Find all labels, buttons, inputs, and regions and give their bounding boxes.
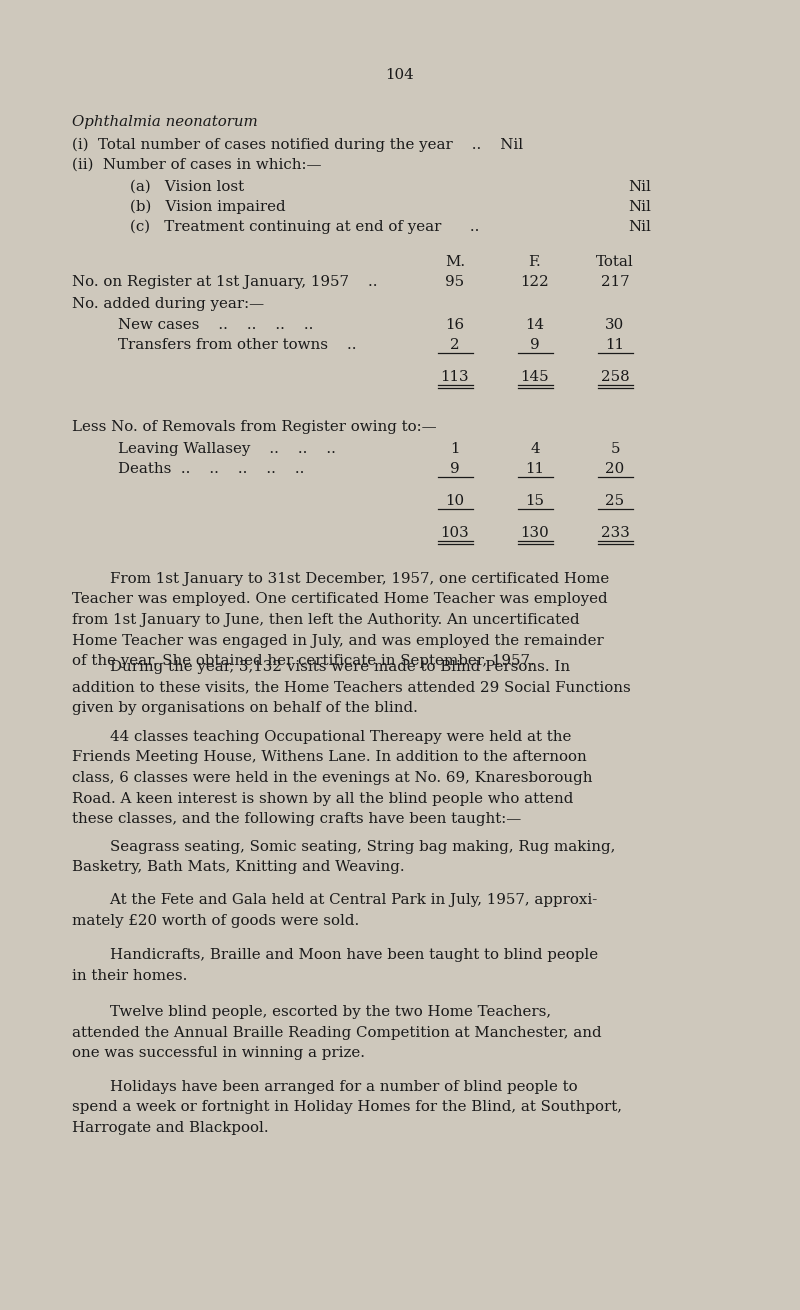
Text: Total: Total bbox=[596, 255, 634, 269]
Text: At the Fete and Gala held at Central Park in July, 1957, approxi-: At the Fete and Gala held at Central Par… bbox=[72, 893, 598, 907]
Text: (c)   Treatment continuing at end of year      ..: (c) Treatment continuing at end of year … bbox=[130, 220, 479, 234]
Text: New cases    ..    ..    ..    ..: New cases .. .. .. .. bbox=[118, 318, 314, 331]
Text: in their homes.: in their homes. bbox=[72, 968, 187, 982]
Text: Friends Meeting House, Withens Lane. In addition to the afternoon: Friends Meeting House, Withens Lane. In … bbox=[72, 751, 586, 765]
Text: given by organisations on behalf of the blind.: given by organisations on behalf of the … bbox=[72, 701, 418, 715]
Text: attended the Annual Braille Reading Competition at Manchester, and: attended the Annual Braille Reading Comp… bbox=[72, 1026, 602, 1040]
Text: Basketry, Bath Mats, Knitting and Weaving.: Basketry, Bath Mats, Knitting and Weavin… bbox=[72, 861, 405, 875]
Text: 95: 95 bbox=[446, 275, 465, 290]
Text: 10: 10 bbox=[446, 494, 465, 508]
Text: Transfers from other towns    ..: Transfers from other towns .. bbox=[118, 338, 357, 352]
Text: spend a week or fortnight in Holiday Homes for the Blind, at Southport,: spend a week or fortnight in Holiday Hom… bbox=[72, 1100, 622, 1115]
Text: from 1st January to June, then left the Authority. An uncertificated: from 1st January to June, then left the … bbox=[72, 613, 580, 627]
Text: Holidays have been arranged for a number of blind people to: Holidays have been arranged for a number… bbox=[72, 1079, 578, 1094]
Text: class, 6 classes were held in the evenings at No. 69, Knaresborough: class, 6 classes were held in the evenin… bbox=[72, 772, 593, 785]
Text: Nil: Nil bbox=[628, 220, 651, 234]
Text: 9: 9 bbox=[450, 462, 460, 476]
Text: 145: 145 bbox=[521, 369, 550, 384]
Text: Deaths  ..    ..    ..    ..    ..: Deaths .. .. .. .. .. bbox=[118, 462, 304, 476]
Text: Teacher was employed. One certificated Home Teacher was employed: Teacher was employed. One certificated H… bbox=[72, 592, 608, 607]
Text: these classes, and the following crafts have been taught:—: these classes, and the following crafts … bbox=[72, 812, 522, 827]
Text: 16: 16 bbox=[446, 318, 465, 331]
Text: 103: 103 bbox=[441, 527, 470, 540]
Text: 44 classes teaching Occupational Thereapy were held at the: 44 classes teaching Occupational Thereap… bbox=[72, 730, 571, 744]
Text: (ii)  Number of cases in which:—: (ii) Number of cases in which:— bbox=[72, 159, 322, 172]
Text: 25: 25 bbox=[606, 494, 625, 508]
Text: M.: M. bbox=[445, 255, 465, 269]
Text: Nil: Nil bbox=[628, 179, 651, 194]
Text: 233: 233 bbox=[601, 527, 630, 540]
Text: Leaving Wallasey    ..    ..    ..: Leaving Wallasey .. .. .. bbox=[118, 441, 336, 456]
Text: 258: 258 bbox=[601, 369, 630, 384]
Text: one was successful in winning a prize.: one was successful in winning a prize. bbox=[72, 1045, 365, 1060]
Text: Less No. of Removals from Register owing to:—: Less No. of Removals from Register owing… bbox=[72, 421, 437, 434]
Text: From 1st January to 31st December, 1957, one certificated Home: From 1st January to 31st December, 1957,… bbox=[72, 572, 610, 586]
Text: 15: 15 bbox=[526, 494, 545, 508]
Text: Ophthalmia neonatorum: Ophthalmia neonatorum bbox=[72, 115, 258, 128]
Text: 14: 14 bbox=[526, 318, 545, 331]
Text: No. added during year:—: No. added during year:— bbox=[72, 297, 264, 310]
Text: Nil: Nil bbox=[628, 200, 651, 214]
Text: 122: 122 bbox=[521, 275, 550, 290]
Text: 217: 217 bbox=[601, 275, 630, 290]
Text: Handicrafts, Braille and Moon have been taught to blind people: Handicrafts, Braille and Moon have been … bbox=[72, 948, 598, 962]
Text: 130: 130 bbox=[521, 527, 550, 540]
Text: During the year, 3,132 visits were made to Blind Persons. In: During the year, 3,132 visits were made … bbox=[72, 660, 570, 675]
Text: F.: F. bbox=[529, 255, 542, 269]
Text: Harrogate and Blackpool.: Harrogate and Blackpool. bbox=[72, 1121, 269, 1134]
Text: 5: 5 bbox=[610, 441, 620, 456]
Text: (b)   Vision impaired: (b) Vision impaired bbox=[130, 200, 286, 215]
Text: Home Teacher was engaged in July, and was employed the remainder: Home Teacher was engaged in July, and wa… bbox=[72, 634, 604, 647]
Text: addition to these visits, the Home Teachers attended 29 Social Functions: addition to these visits, the Home Teach… bbox=[72, 680, 630, 694]
Text: 2: 2 bbox=[450, 338, 460, 352]
Text: (a)   Vision lost: (a) Vision lost bbox=[130, 179, 244, 194]
Text: 113: 113 bbox=[441, 369, 470, 384]
Text: 4: 4 bbox=[530, 441, 540, 456]
Text: Twelve blind people, escorted by the two Home Teachers,: Twelve blind people, escorted by the two… bbox=[72, 1005, 551, 1019]
Text: No. on Register at 1st January, 1957    ..: No. on Register at 1st January, 1957 .. bbox=[72, 275, 378, 290]
Text: (i)  Total number of cases notified during the year    ..    Nil: (i) Total number of cases notified durin… bbox=[72, 138, 523, 152]
Text: 11: 11 bbox=[526, 462, 545, 476]
Text: 1: 1 bbox=[450, 441, 460, 456]
Text: 104: 104 bbox=[386, 68, 414, 83]
Text: 9: 9 bbox=[530, 338, 540, 352]
Text: mately £20 worth of goods were sold.: mately £20 worth of goods were sold. bbox=[72, 913, 359, 927]
Text: 11: 11 bbox=[606, 338, 625, 352]
Text: Road. A keen interest is shown by all the blind people who attend: Road. A keen interest is shown by all th… bbox=[72, 791, 574, 806]
Text: Seagrass seating, Somic seating, String bag making, Rug making,: Seagrass seating, Somic seating, String … bbox=[72, 840, 615, 854]
Text: 20: 20 bbox=[606, 462, 625, 476]
Text: 30: 30 bbox=[606, 318, 625, 331]
Text: of the year. She obtained her certificate in September, 1957.: of the year. She obtained her certificat… bbox=[72, 654, 534, 668]
